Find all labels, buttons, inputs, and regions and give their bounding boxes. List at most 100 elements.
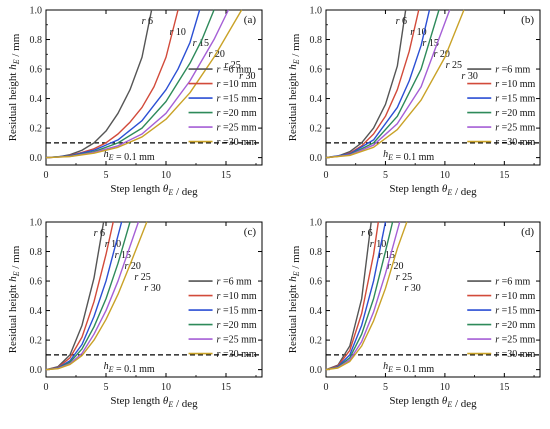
legend-entry-2: r =10 mm <box>495 79 535 90</box>
curve-label-1: r 6 <box>94 228 105 239</box>
y-tick-label: 0.4 <box>310 94 323 105</box>
x-axis-title: Step length θE / deg <box>389 395 477 410</box>
x-tick-label: 5 <box>104 170 109 181</box>
x-tick-label: 0 <box>44 382 49 393</box>
plot-frame <box>325 221 541 378</box>
legend: r =6 mm r =10 mm r =15 mm r =20 mm r =25 mm r… <box>467 65 536 148</box>
legend-entry-4: r =20 mm <box>217 320 257 331</box>
y-tick-label: 0.0 <box>310 365 323 376</box>
series-line-6 <box>325 221 408 371</box>
y-tick-label: 0.8 <box>30 35 43 46</box>
curve-label-5: r 25 <box>134 272 150 283</box>
curve-label-1: r 6 <box>396 16 407 27</box>
curve-label-4: r 20 <box>433 49 449 60</box>
curve-label-3: r 15 <box>422 38 438 49</box>
x-tick-label: 10 <box>161 382 171 393</box>
y-tick-label: 1.0 <box>310 6 323 17</box>
panel-label: (d) <box>521 226 534 238</box>
x-tick-label: 15 <box>221 382 231 393</box>
curve-label-1: r 6 <box>142 16 153 27</box>
x-tick-label: 15 <box>499 382 509 393</box>
y-tick-label: 0.4 <box>30 94 43 105</box>
y-tick-label: 0.2 <box>30 124 43 135</box>
curve-label-5: r 25 <box>224 60 240 71</box>
y-axis-title: Residual height hE / mm <box>7 33 22 141</box>
reference-line-label: hE = 0.1 mm <box>383 361 434 375</box>
curve-label-3: r 15 <box>378 250 394 261</box>
chart-panel-3: 0.0 0.2 0.4 0.6 0.8 1.0 0 5 10 15 Step length θE /… <box>7 218 263 410</box>
legend-entry-5: r =25 mm <box>495 123 535 134</box>
plot-frame <box>45 9 263 166</box>
legend-entry-5: r =25 mm <box>495 335 535 346</box>
y-tick-label: 0.6 <box>30 277 43 288</box>
curve-label-2: r 10 <box>370 239 386 250</box>
legend-entry-6: r =30 mm <box>495 349 535 360</box>
plot-frame <box>325 9 541 166</box>
legend-entry-5: r =25 mm <box>217 123 257 134</box>
legend-entry-1: r =6 mm <box>217 65 252 76</box>
curve-label-5: r 25 <box>446 60 462 71</box>
legend-entry-3: r =15 mm <box>495 94 535 105</box>
legend-entry-1: r =6 mm <box>217 277 252 288</box>
legend-entry-6: r =30 mm <box>495 137 535 148</box>
x-tick-label: 10 <box>440 382 450 393</box>
curve-label-5: r 25 <box>396 272 412 283</box>
reference-line-label: hE = 0.1 mm <box>104 149 155 163</box>
curve-label-2: r 10 <box>170 27 186 38</box>
legend-entry-2: r =10 mm <box>495 291 535 302</box>
legend-entry-4: r =20 mm <box>495 320 535 331</box>
curve-label-3: r 15 <box>115 250 131 261</box>
y-axis-title: Residual height hE / mm <box>7 245 22 353</box>
curve-label-2: r 10 <box>105 239 121 250</box>
y-tick-label: 1.0 <box>310 218 323 229</box>
legend-entry-5: r =25 mm <box>217 335 257 346</box>
y-tick-label: 0.2 <box>30 336 43 347</box>
legend-entry-4: r =20 mm <box>217 108 257 119</box>
chart-panel-4: 0.0 0.2 0.4 0.6 0.8 1.0 0 5 10 15 Step length θE /… <box>287 218 541 410</box>
y-axis-title: Residual height hE / mm <box>287 245 302 353</box>
chart-panel-2: 0.0 0.2 0.4 0.6 0.8 1.0 0 5 10 15 Step length θE /… <box>287 6 541 198</box>
y-axis-title: Residual height hE / mm <box>287 33 302 141</box>
x-tick-label: 0 <box>324 170 329 181</box>
series-line-6 <box>45 221 148 371</box>
curve-label-4: r 20 <box>125 261 141 272</box>
curve-label-6: r 30 <box>239 71 255 82</box>
legend-entry-3: r =15 mm <box>495 306 535 317</box>
y-tick-label: 0.0 <box>30 153 43 164</box>
legend-entry-1: r =6 mm <box>495 277 530 288</box>
curve-label-2: r 10 <box>410 27 426 38</box>
y-tick-label: 1.0 <box>30 6 43 17</box>
y-tick-label: 0.8 <box>310 247 323 258</box>
legend-entry-3: r =15 mm <box>217 306 257 317</box>
x-tick-label: 5 <box>383 170 388 181</box>
x-tick-label: 15 <box>221 170 231 181</box>
y-tick-label: 0.2 <box>310 124 323 135</box>
y-tick-label: 0.0 <box>30 365 43 376</box>
x-axis-title: Step length θE / deg <box>110 395 198 410</box>
legend-entry-6: r =30 mm <box>217 137 257 148</box>
legend-entry-3: r =15 mm <box>217 94 257 105</box>
curve-label-6: r 30 <box>461 71 477 82</box>
legend-entry-2: r =10 mm <box>217 79 257 90</box>
y-tick-label: 0.4 <box>310 306 323 317</box>
x-tick-label: 5 <box>383 382 388 393</box>
reference-line-label: hE = 0.1 mm <box>383 149 434 163</box>
x-tick-label: 10 <box>161 170 171 181</box>
reference-line-label: hE = 0.1 mm <box>104 361 155 375</box>
panel-label: (c) <box>244 226 257 238</box>
legend: r =6 mm r =10 mm r =15 mm r =20 mm r =25 mm r… <box>188 277 257 360</box>
legend-entry-4: r =20 mm <box>495 108 535 119</box>
y-tick-label: 0.4 <box>30 306 43 317</box>
x-tick-label: 5 <box>104 382 109 393</box>
x-tick-label: 0 <box>44 170 49 181</box>
series-line-6 <box>325 9 465 159</box>
legend: r =6 mm r =10 mm r =15 mm r =20 mm r =25 mm r… <box>188 65 257 148</box>
plot-frame <box>45 221 263 378</box>
legend-entry-6: r =30 mm <box>217 349 257 360</box>
y-tick-label: 1.0 <box>30 218 43 229</box>
y-tick-label: 0.2 <box>310 336 323 347</box>
panel-label: (a) <box>244 14 257 26</box>
x-axis-title: Step length θE / deg <box>110 183 198 198</box>
legend: r =6 mm r =10 mm r =15 mm r =20 mm r =25 mm r… <box>467 277 536 360</box>
